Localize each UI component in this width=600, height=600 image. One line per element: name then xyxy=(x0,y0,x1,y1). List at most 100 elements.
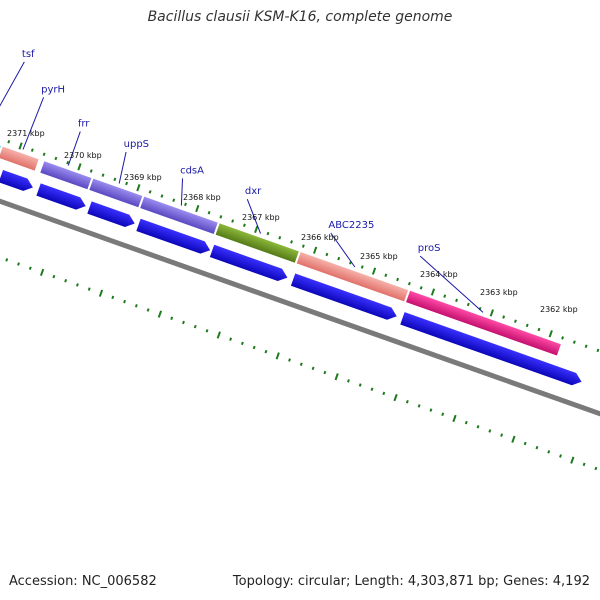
outer-tick xyxy=(290,240,294,244)
gene-leader-line xyxy=(118,151,127,184)
outer-tick xyxy=(561,336,565,340)
gene-label-dxr: dxr xyxy=(245,186,262,197)
feature-segment-uppS xyxy=(89,178,143,208)
outer-tick xyxy=(337,256,341,261)
outer-tick xyxy=(384,273,388,278)
inner-tick xyxy=(264,349,268,354)
inner-tick xyxy=(193,324,197,329)
outer-tick xyxy=(148,190,152,194)
outer-tick xyxy=(572,340,576,344)
inner-tick xyxy=(229,337,233,341)
page-title: Bacillus clausii KSM-K16, complete genom… xyxy=(147,9,453,25)
outer-tick xyxy=(101,173,105,177)
outer-tick xyxy=(125,181,129,186)
inner-tick xyxy=(334,373,339,381)
gene-leader-line xyxy=(419,255,484,313)
gene-label-tsf: tsf xyxy=(22,49,35,60)
outer-tick xyxy=(77,163,82,171)
feature-segment-ABC2235 xyxy=(296,252,409,302)
outer-tick xyxy=(455,298,458,303)
outer-tick xyxy=(30,148,34,152)
cds-arrow xyxy=(36,183,86,210)
cds-arrow xyxy=(0,169,33,191)
tick-label: 2371 kbp xyxy=(7,129,45,138)
outer-tick xyxy=(360,265,364,269)
outer-tick xyxy=(89,169,93,173)
cds-arrow xyxy=(400,312,582,386)
outer-tick xyxy=(325,252,329,257)
inner-tick xyxy=(582,462,586,467)
tick-label-layer: 2371 kbp 2370 kbp 2369 kbp 2368 kbp 2367 kbp… xyxy=(7,129,578,314)
outer-tick xyxy=(596,348,600,353)
inner-tick xyxy=(64,278,68,283)
inner-tick xyxy=(87,287,91,291)
inner-tick xyxy=(476,425,480,429)
backbone-line xyxy=(0,136,600,475)
cds-arrow-track xyxy=(0,169,582,386)
tick-label: 2367 kbp xyxy=(242,213,280,222)
inner-tick xyxy=(441,412,445,417)
inner-tick xyxy=(52,274,56,279)
outer-tick xyxy=(195,204,200,213)
outer-tick xyxy=(430,288,436,296)
outer-tick xyxy=(160,194,164,198)
outer-tick xyxy=(419,286,423,290)
inner-tick xyxy=(240,341,244,346)
inner-tick xyxy=(500,433,504,437)
inner-tick xyxy=(594,466,598,471)
inner-tick xyxy=(299,362,303,366)
outer-tick xyxy=(18,142,23,150)
outer-tick xyxy=(242,223,246,227)
tick-label: 2364 kbp xyxy=(420,270,458,279)
outer-tick xyxy=(207,210,211,215)
inner-tick xyxy=(182,320,185,325)
inner-tick xyxy=(547,450,551,454)
outer-tick xyxy=(584,344,588,348)
cds-arrow xyxy=(209,244,288,282)
gene-label-cdsA: cdsA xyxy=(180,165,204,176)
outer-tick xyxy=(513,319,517,323)
inner-tick xyxy=(170,316,174,321)
gene-leader-line xyxy=(67,131,81,166)
outer-tick xyxy=(548,330,553,338)
outer-tick xyxy=(42,152,46,157)
inner-tick xyxy=(535,445,539,450)
inner-tick xyxy=(488,429,492,433)
outer-tick xyxy=(502,315,506,319)
outer-tick xyxy=(466,302,470,307)
inner-tick xyxy=(523,441,527,446)
inner-tick xyxy=(452,414,457,423)
outer-tick xyxy=(254,225,259,234)
inner-tick xyxy=(75,283,79,287)
outer-tick xyxy=(66,160,70,165)
tick-label: 2363 kbp xyxy=(480,288,518,297)
gene-label-proS: proS xyxy=(418,243,441,254)
outer-tick xyxy=(489,309,494,317)
inner-tick xyxy=(39,268,45,277)
gene-label-frr: frr xyxy=(78,118,90,129)
gene-leader-line xyxy=(0,61,25,136)
inner-tick xyxy=(464,420,468,425)
inner-tick xyxy=(275,352,280,360)
outer-tick xyxy=(172,198,176,202)
accession-label: Accession: NC_006582 xyxy=(9,574,157,589)
outer-tick xyxy=(278,236,282,240)
genome-summary: Topology: circular; Length: 4,303,871 bp… xyxy=(232,574,590,589)
inner-tick xyxy=(146,308,150,312)
outer-tick xyxy=(301,244,305,248)
outer-tick xyxy=(313,246,318,254)
outer-tick xyxy=(371,267,377,275)
outer-tick xyxy=(525,323,529,328)
gene-leader-line xyxy=(22,97,45,150)
inner-tick xyxy=(157,310,163,318)
outer-tick xyxy=(7,140,11,144)
outer-tick xyxy=(184,202,187,207)
inner-tick xyxy=(323,370,327,375)
gene-label-layer: tsf pyrH frr uppS cdsA dxr ABC2235 proS xyxy=(0,49,484,313)
cds-arrow xyxy=(290,273,397,320)
tick-label: 2370 kbp xyxy=(64,151,102,160)
tick-label: 2362 kbp xyxy=(540,305,578,314)
feature-segment-dxr xyxy=(215,223,299,263)
gene-label-ABC2235: ABC2235 xyxy=(328,220,374,231)
